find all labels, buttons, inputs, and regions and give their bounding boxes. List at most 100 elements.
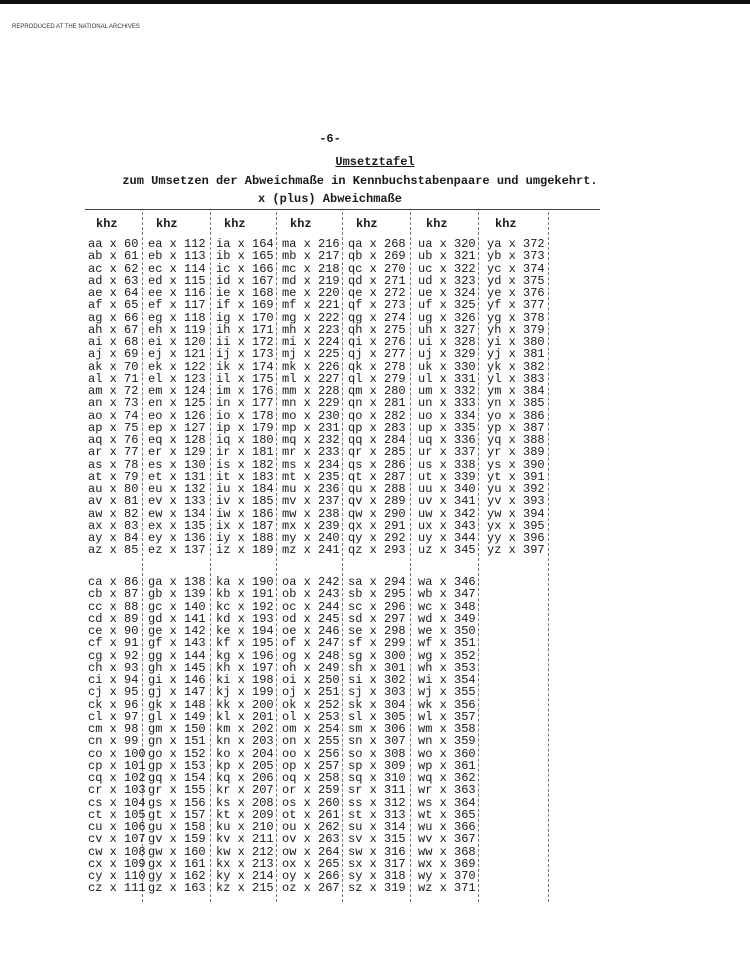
table-entry: yo x 386 — [487, 408, 545, 423]
table-entry: ay x 84 — [88, 531, 139, 545]
top-block-column: ma x 216 mb x 217 mc x 218 md x 219 me x 220… — [282, 238, 340, 557]
table-entry: kn x 203 — [216, 734, 274, 749]
table-entry: er x 129 — [148, 445, 206, 460]
table-entry: oa x 242 — [282, 575, 340, 589]
table-entry: wb x 347 — [418, 587, 476, 602]
table-entry: sm x 306 — [348, 722, 406, 736]
top-block-column: aa x 60 ab x 61 ac x 62 ad x 63 ae x 64 af x … — [88, 238, 138, 557]
table-entry: yf x 377 — [487, 298, 545, 313]
table-entry: mw x 238 — [282, 506, 340, 521]
table-entry: et x 131 — [148, 469, 206, 484]
table-entry: uu x 340 — [418, 482, 476, 496]
column-header: khz — [156, 217, 178, 231]
table-entry: ct x 105 — [88, 807, 146, 822]
table-entry: wp x 361 — [418, 758, 476, 773]
table-entry: yc x 374 — [487, 261, 545, 276]
table-entry: as x 78 — [88, 457, 139, 472]
table-entry: yt x 391 — [487, 469, 545, 484]
column-divider — [548, 212, 549, 902]
table-entry: og x 248 — [282, 648, 340, 663]
table-entry: im x 176 — [216, 384, 274, 398]
table-entry: oi x 250 — [282, 673, 340, 687]
table-entry: el x 123 — [148, 371, 206, 386]
table-entry: ov x 263 — [282, 832, 340, 847]
table-entry: yu x 392 — [487, 482, 545, 496]
table-entry: ah x 67 — [88, 322, 139, 337]
table-entry: qm x 280 — [348, 384, 406, 398]
table-entry: uj x 329 — [418, 347, 476, 362]
table-entry: kw x 212 — [216, 844, 274, 859]
table-entry: yx x 395 — [487, 518, 545, 533]
table-entry: mb x 217 — [282, 249, 340, 264]
table-entry: gr x 155 — [148, 783, 206, 798]
table-entry: ub x 321 — [418, 249, 476, 264]
table-entry: ys x 390 — [487, 457, 545, 472]
table-entry: ur x 337 — [418, 445, 476, 460]
bottom-block-column: ka x 190 kb x 191 kc x 192 kd x 193 ke x 194… — [216, 576, 274, 895]
table-entry: ss x 312 — [348, 795, 406, 810]
table-entry: kl x 201 — [216, 709, 274, 724]
table-entry: gn x 151 — [148, 734, 206, 749]
table-entry: eq x 128 — [148, 433, 206, 447]
table-entry: kq x 206 — [216, 771, 274, 785]
table-entry: gf x 143 — [148, 636, 206, 651]
table-entry: kp x 205 — [216, 758, 274, 773]
table-entry: ee x 116 — [148, 286, 206, 300]
table-entry: cn x 99 — [88, 734, 139, 749]
table-entry: at x 79 — [88, 469, 139, 484]
table-entry: qj x 277 — [348, 347, 406, 362]
table-entry: af x 65 — [88, 298, 139, 313]
table-entry: ku x 210 — [216, 820, 274, 834]
column-divider — [276, 212, 277, 902]
table-entry: sc x 296 — [348, 599, 406, 614]
table-entry: ex x 135 — [148, 518, 206, 533]
page-number: -6- — [319, 132, 341, 146]
table-entry: qi x 276 — [348, 335, 406, 349]
table-entry: uv x 341 — [418, 494, 476, 509]
table-entry: cp x 101 — [88, 758, 146, 773]
table-entry: ml x 227 — [282, 371, 340, 386]
table-entry: oo x 256 — [282, 746, 340, 761]
table-entry: us x 338 — [418, 457, 476, 472]
table-entry: io x 178 — [216, 408, 274, 423]
table-entry: me x 220 — [282, 286, 340, 300]
column-header: khz — [495, 217, 517, 231]
table-entry: ii x 172 — [216, 335, 274, 349]
table-entry: ep x 127 — [148, 420, 206, 435]
table-entry: am x 72 — [88, 384, 139, 398]
table-entry: wn x 359 — [418, 734, 476, 749]
bottom-block-column: oa x 242 ob x 243 oc x 244 od x 245 oe x 246… — [282, 576, 340, 895]
table-entry: su x 314 — [348, 820, 406, 834]
table-entry: yq x 388 — [487, 433, 545, 447]
table-entry: ea x 112 — [148, 237, 206, 251]
table-entry: qa x 268 — [348, 237, 406, 251]
table-entry: qo x 282 — [348, 408, 406, 423]
table-entry: ax x 83 — [88, 518, 139, 533]
table-entry: iq x 180 — [216, 433, 274, 447]
table-entry: ij x 173 — [216, 347, 274, 362]
table-entry: qq x 284 — [348, 433, 406, 447]
table-entry: kj x 199 — [216, 685, 274, 700]
table-entry: is x 182 — [216, 457, 274, 472]
table-entry: mh x 223 — [282, 322, 340, 337]
table-entry: wt x 365 — [418, 807, 476, 822]
table-entry: my x 240 — [282, 531, 340, 545]
table-entry: go x 152 — [148, 746, 206, 761]
table-entry: gz x 163 — [148, 881, 206, 896]
table-entry: qt x 287 — [348, 469, 406, 484]
table-entry: cc x 88 — [88, 599, 139, 614]
table-entry: aa x 60 — [88, 237, 139, 251]
table-entry: iv x 185 — [216, 494, 274, 509]
table-entry: ih x 171 — [216, 322, 274, 337]
table-entry: yg x 378 — [487, 310, 545, 325]
table-entry: wa x 346 — [418, 575, 476, 589]
column-divider — [410, 212, 411, 902]
table-entry: wk x 356 — [418, 697, 476, 712]
table-entry: ip x 179 — [216, 420, 274, 435]
table-entry: ya x 372 — [487, 237, 545, 251]
table-entry: ab x 61 — [88, 249, 139, 264]
table-entry: st x 313 — [348, 807, 406, 822]
table-entry: ux x 343 — [418, 518, 476, 533]
table-entry: iu x 184 — [216, 482, 274, 496]
